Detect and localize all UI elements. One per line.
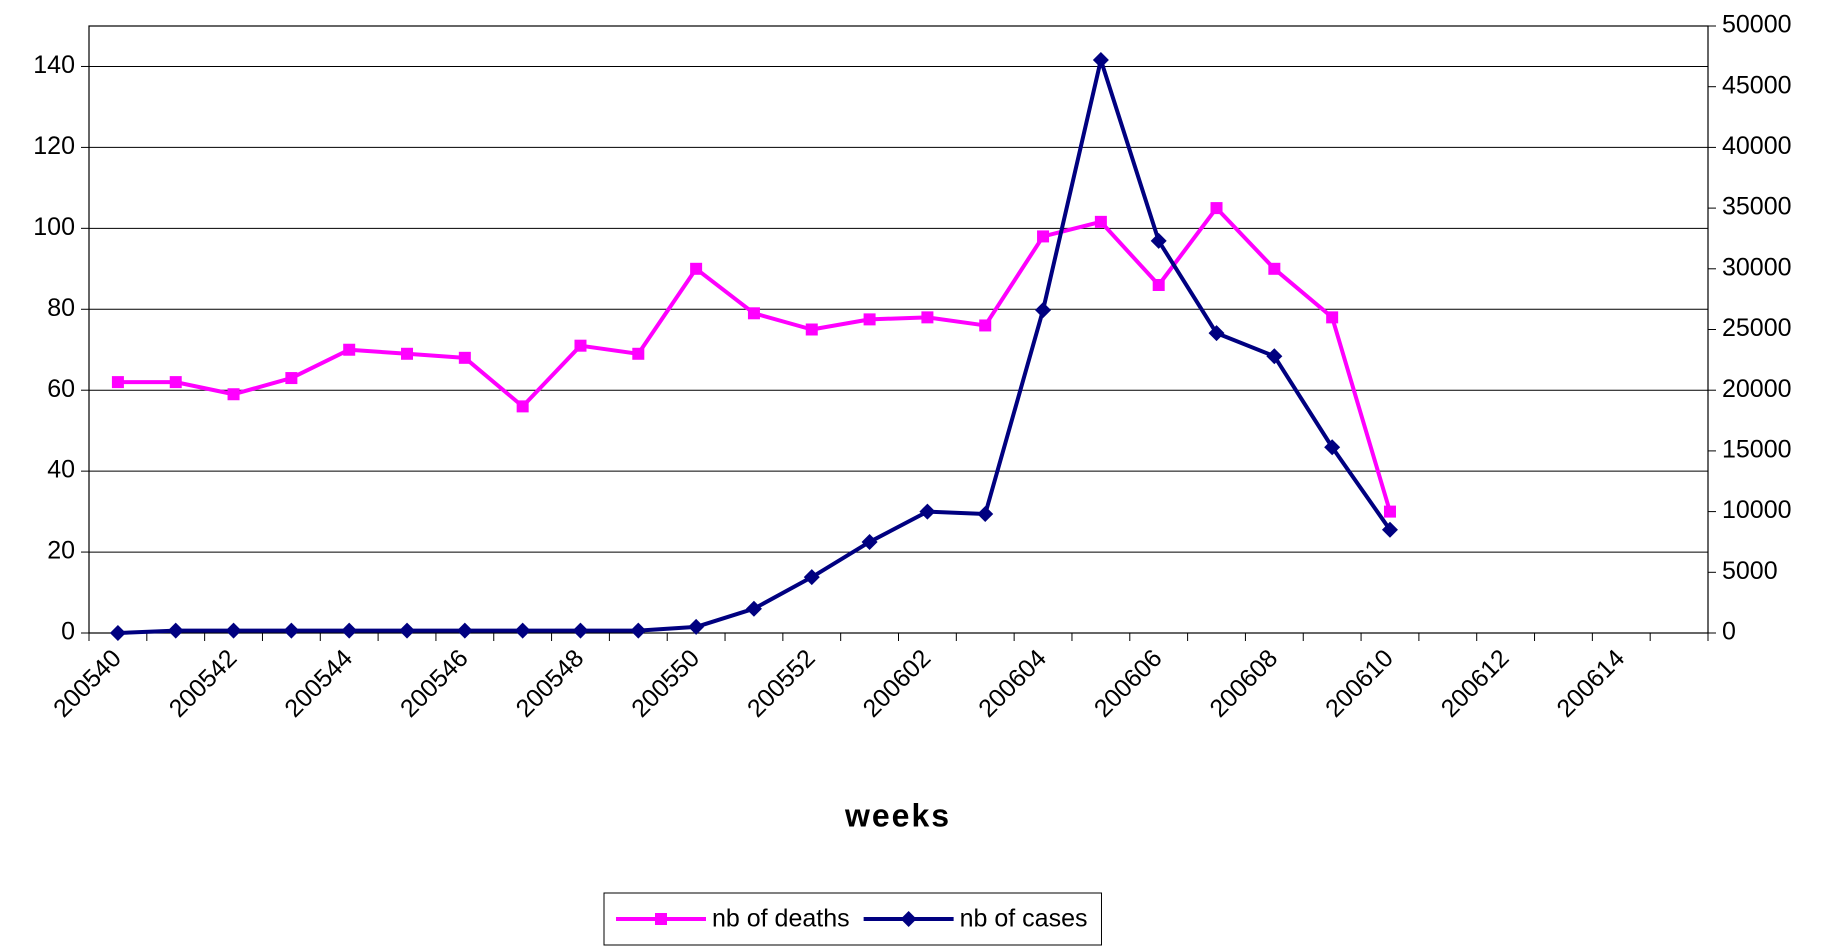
series-line (117, 57, 1392, 635)
data-point (690, 262, 703, 275)
data-point (900, 911, 917, 927)
data-point (803, 569, 820, 586)
data-point (1266, 348, 1283, 365)
data-point (399, 622, 416, 639)
x-tick-label: 200542 (164, 644, 243, 723)
legend: nb of deaths nb of cases (603, 892, 1102, 946)
y-tick-label: 120 (33, 132, 75, 160)
plot-frame (88, 25, 1709, 634)
y2-tick-label: 30000 (1722, 253, 1792, 281)
data-point (167, 622, 184, 639)
y-tick-label: 140 (33, 51, 75, 79)
x-tick-label: 200612 (1436, 644, 1515, 723)
data-point (1381, 521, 1398, 538)
data-point (111, 376, 124, 389)
y2-tick-label: 45000 (1722, 71, 1792, 99)
y2-tick-label: 15000 (1722, 436, 1792, 464)
data-point (1092, 51, 1109, 68)
x-tick-label: 200550 (626, 644, 705, 723)
data-point (283, 622, 300, 639)
data-point (574, 339, 587, 352)
data-point (109, 625, 126, 641)
data-point (343, 343, 356, 356)
data-point (458, 351, 471, 364)
data-point (169, 376, 182, 389)
data-point (688, 618, 705, 635)
data-point (861, 533, 878, 550)
y2-tick-label: 25000 (1722, 314, 1792, 342)
data-point (979, 319, 992, 332)
y2-tick-label: 50000 (1722, 11, 1792, 39)
data-point (632, 347, 645, 360)
x-tick-label: 200546 (395, 644, 474, 723)
y-tick-label: 80 (47, 294, 75, 322)
x-tick-label: 200540 (48, 644, 127, 723)
data-point (1210, 202, 1223, 215)
data-point (805, 323, 818, 336)
data-point (1208, 325, 1225, 342)
y2-tick-label: 5000 (1722, 557, 1778, 585)
data-point (747, 307, 760, 320)
y-tick-label: 0 (61, 618, 75, 646)
y2-tick-label: 35000 (1722, 193, 1792, 221)
data-point (1383, 505, 1396, 518)
data-point (1324, 439, 1341, 456)
x-tick-label: 200552 (742, 644, 821, 723)
x-tick-label: 200604 (973, 644, 1052, 723)
x-tick-label: 200606 (1089, 644, 1168, 723)
y2-tick-label: 0 (1722, 618, 1736, 646)
x-tick-label: 200610 (1320, 644, 1399, 723)
y-tick-label: 100 (33, 213, 75, 241)
data-point (514, 622, 531, 639)
data-point (630, 622, 647, 639)
data-point (225, 622, 242, 639)
y-tick-label: 40 (47, 456, 75, 484)
y-tick-label: 20 (47, 537, 75, 565)
data-point (456, 622, 473, 639)
data-point (1268, 262, 1281, 275)
x-tick-label: 200608 (1204, 644, 1283, 723)
y2-tick-label: 20000 (1722, 375, 1792, 403)
data-point (655, 913, 667, 925)
data-point (1035, 302, 1052, 319)
x-tick-label: 200548 (511, 644, 590, 723)
data-point (1037, 230, 1050, 243)
data-point (227, 388, 240, 401)
legend-label: nb of cases (960, 905, 1088, 933)
data-point (516, 400, 529, 413)
data-point (745, 600, 762, 617)
data-point (572, 622, 589, 639)
x-tick-label: 200602 (858, 644, 937, 723)
y-tick-label: 60 (47, 375, 75, 403)
data-point (977, 506, 994, 523)
legend-label: nb of deaths (712, 905, 850, 933)
data-point (1150, 232, 1167, 249)
x-tick-label: 200544 (279, 644, 358, 723)
data-point (341, 622, 358, 639)
data-point (401, 347, 414, 360)
data-point (1326, 311, 1339, 324)
data-point (1094, 215, 1107, 228)
data-point (863, 313, 876, 326)
y2-tick-label: 40000 (1722, 132, 1792, 160)
data-point (919, 503, 936, 520)
y2-tick-label: 10000 (1722, 496, 1792, 524)
series-line (117, 206, 1392, 513)
x-tick-label: 200614 (1551, 644, 1630, 723)
data-point (921, 311, 934, 324)
data-point (1152, 278, 1165, 291)
x-axis-label: weeks (844, 797, 951, 833)
data-point (285, 372, 298, 385)
